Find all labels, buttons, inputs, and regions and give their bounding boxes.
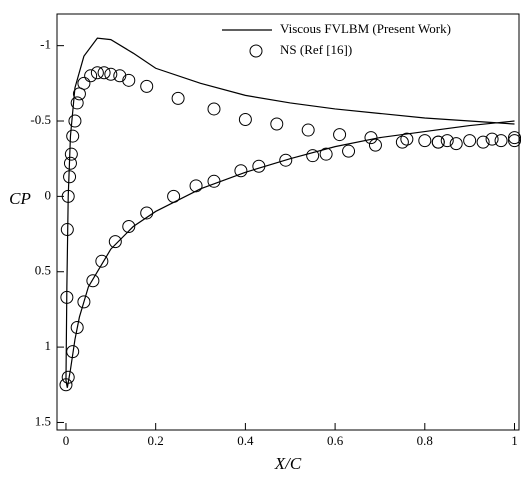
marker <box>364 131 378 145</box>
marker <box>90 66 104 80</box>
marker <box>319 147 333 161</box>
marker <box>59 378 73 392</box>
marker <box>61 189 75 203</box>
marker <box>333 128 347 142</box>
marker <box>476 135 490 149</box>
x-tick-label: 0.4 <box>237 433 254 448</box>
marker <box>400 132 414 146</box>
marker <box>508 134 522 148</box>
marker <box>113 69 127 83</box>
marker <box>238 113 252 127</box>
marker <box>60 223 74 237</box>
marker <box>449 137 463 151</box>
x-tick-label: 1 <box>511 433 518 448</box>
marker <box>122 220 136 234</box>
marker <box>463 134 477 148</box>
marker <box>95 254 109 268</box>
marker <box>68 114 82 128</box>
y-tick-label: 1.5 <box>35 413 51 428</box>
marker <box>167 189 181 203</box>
marker <box>485 132 499 146</box>
y-tick-label: -0.5 <box>30 112 51 127</box>
marker <box>395 135 409 149</box>
legend-label: NS (Ref [16]) <box>280 42 352 57</box>
line <box>65 37 515 388</box>
marker <box>270 117 284 131</box>
marker <box>368 138 382 152</box>
marker <box>64 147 78 161</box>
marker <box>171 91 185 105</box>
legend-label: Viscous FVLBM (Present Work) <box>280 21 451 36</box>
x-tick-label: 0 <box>63 433 70 448</box>
marker <box>97 66 111 80</box>
marker <box>140 79 154 93</box>
marker <box>84 69 98 83</box>
y-tick-label: -1 <box>40 37 51 52</box>
marker <box>70 96 84 110</box>
marker <box>66 129 80 143</box>
marker <box>431 135 445 149</box>
marker <box>418 134 432 148</box>
marker <box>66 345 80 359</box>
marker <box>207 102 221 116</box>
marker <box>86 274 100 288</box>
marker <box>508 131 522 145</box>
marker <box>279 153 293 167</box>
marker <box>306 149 320 163</box>
y-axis-label: CP <box>9 189 31 208</box>
x-tick-label: 0.8 <box>417 433 433 448</box>
marker <box>122 73 136 87</box>
marker <box>140 206 154 220</box>
marker <box>60 290 74 304</box>
marker <box>108 235 122 249</box>
marker <box>342 144 356 158</box>
y-tick-label: 0.5 <box>35 263 51 278</box>
x-axis-label: X/C <box>274 454 302 473</box>
marker <box>189 179 203 193</box>
marker <box>70 321 84 335</box>
marker <box>494 134 508 148</box>
marker <box>252 159 266 173</box>
legend-marker <box>249 44 263 58</box>
marker <box>207 174 221 188</box>
marker <box>104 67 118 81</box>
marker <box>234 164 248 178</box>
y-tick-label: 1 <box>45 338 52 353</box>
marker <box>77 76 91 90</box>
marker <box>63 156 77 170</box>
marker <box>63 170 77 184</box>
x-tick-label: 0.6 <box>327 433 344 448</box>
plot-frame <box>56 13 520 431</box>
marker <box>77 295 91 309</box>
marker <box>301 123 315 137</box>
y-tick-label: 0 <box>45 187 52 202</box>
marker <box>61 370 75 384</box>
marker <box>440 134 454 148</box>
x-tick-label: 0.2 <box>148 433 164 448</box>
